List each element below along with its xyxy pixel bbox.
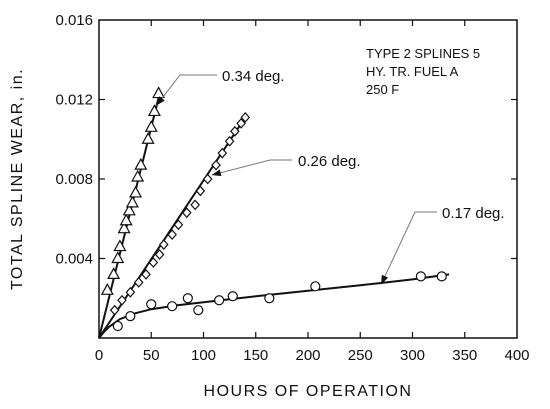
triangle-point	[100, 283, 114, 295]
arrow-head	[211, 169, 222, 177]
circle-point	[310, 281, 321, 292]
circle-point	[214, 295, 225, 306]
triangle-point	[147, 104, 161, 117]
diamond-point	[240, 111, 251, 123]
x-axis-title: HOURS OF OPERATION	[204, 383, 413, 400]
series-label: 0.26 deg.	[298, 153, 361, 170]
diamond-point	[181, 207, 192, 219]
circle-point	[227, 291, 238, 302]
x-tick-label: 200	[295, 347, 320, 364]
diamond-point	[125, 286, 136, 298]
diamond-point	[167, 229, 177, 241]
triangle-point	[152, 86, 166, 99]
diamond-point	[148, 257, 159, 268]
circle-point	[193, 305, 204, 316]
series-label: 0.34 deg.	[222, 68, 285, 85]
x-tick-label: 0	[95, 347, 103, 364]
note-line-3: 250 F	[366, 82, 399, 97]
triangle-point	[122, 203, 136, 216]
y-tick-label: 0.008	[55, 171, 93, 188]
diamond-point	[211, 159, 221, 171]
y-tick-label: 0.004	[55, 251, 93, 268]
diamond-point	[236, 117, 246, 129]
arrow-head	[381, 274, 389, 285]
note-line-2: HY. TR. FUEL A	[366, 64, 459, 79]
diamond-point	[202, 173, 213, 185]
leader-line	[211, 159, 292, 176]
x-tick-label: 100	[191, 347, 216, 364]
circle-point	[415, 271, 426, 282]
note-line-1: TYPE 2 SPLINES 5	[366, 46, 480, 61]
triangle-point	[141, 132, 155, 144]
x-tick-label: 350	[452, 347, 477, 364]
diamond-point	[109, 304, 120, 316]
diamond-point	[117, 294, 127, 306]
arrow-head	[156, 96, 165, 106]
triangle-point	[125, 195, 139, 208]
circle-point	[146, 299, 157, 310]
diamond-point	[133, 276, 144, 288]
circle-point	[125, 311, 136, 322]
x-tick-label: 150	[243, 347, 268, 364]
diamond-point	[217, 147, 228, 159]
x-tick-label: 300	[400, 347, 425, 364]
y-axis-title: TOTAL SPLINE WEAR, in.	[9, 68, 26, 290]
diamond-point	[158, 239, 169, 250]
circle-point	[167, 301, 178, 312]
triangle-point	[117, 221, 131, 234]
triangle-point	[111, 251, 125, 264]
circle-point	[112, 320, 123, 332]
diamond-point	[141, 268, 151, 280]
diamond-point	[190, 199, 200, 211]
x-tick-label: 250	[348, 347, 373, 364]
data-points	[100, 86, 447, 332]
diamond-point	[173, 219, 184, 231]
y-tick-label: 0.016	[55, 12, 93, 29]
diamond-point	[195, 185, 206, 197]
triangle-point	[129, 185, 143, 198]
diamond-point	[154, 249, 165, 260]
diamond-point	[224, 135, 235, 147]
triangle-point	[144, 120, 158, 132]
fit-line-3	[98, 273, 450, 339]
triangle-point	[113, 239, 127, 252]
circle-point	[182, 293, 193, 304]
triangle-point	[131, 169, 145, 182]
x-tick-label: 50	[143, 347, 160, 364]
series-label: 0.17 deg.	[442, 205, 505, 222]
axis-ticks: 0 50 100 150 200 250 300 350 400 0.004 0.008 0.012 0…	[55, 12, 529, 364]
circle-point	[436, 271, 447, 282]
triangle-point	[119, 213, 133, 226]
annotations: 0.34 deg. 0.26 deg. 0.17 deg.	[156, 68, 505, 285]
leader-line	[156, 74, 217, 106]
triangle-point	[107, 267, 121, 279]
leader-line	[380, 211, 437, 285]
triangle-point	[134, 157, 148, 170]
circle-point	[264, 293, 275, 304]
fit-line-1	[98, 93, 161, 339]
diamond-point	[230, 125, 240, 137]
y-tick-label: 0.012	[55, 92, 93, 109]
x-tick-label: 400	[504, 347, 529, 364]
